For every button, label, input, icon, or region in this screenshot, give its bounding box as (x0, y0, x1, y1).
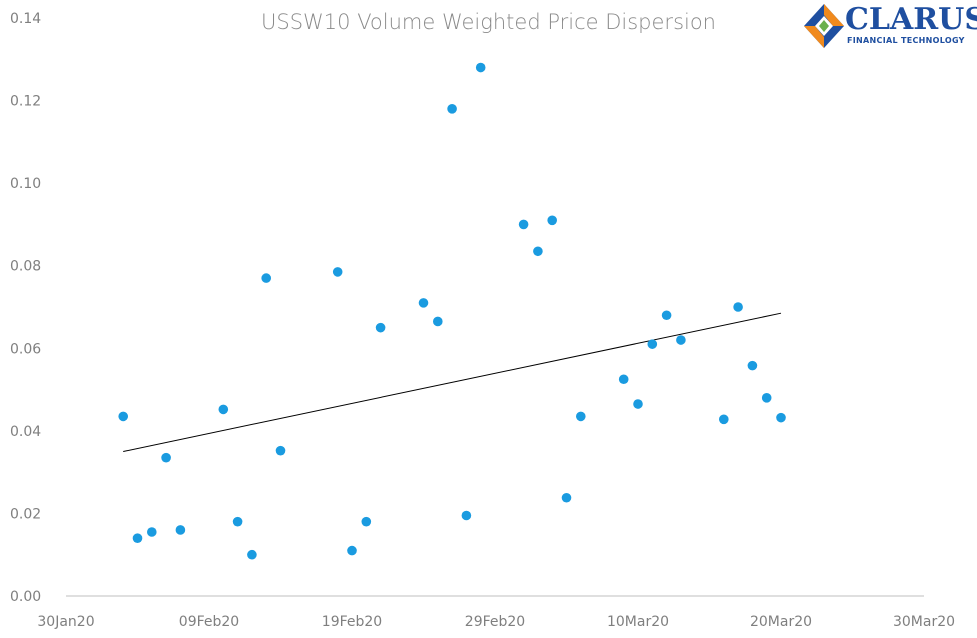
scatter-point (447, 104, 457, 114)
scatter-point (247, 549, 257, 560)
scatter-point (533, 246, 543, 257)
scatter-point (332, 267, 343, 277)
scatter-point (647, 339, 658, 349)
scatter-point (132, 533, 143, 543)
scatter-point (175, 525, 186, 535)
scatter-point (761, 393, 772, 403)
scatter-point (676, 335, 686, 345)
scatter-point (218, 404, 229, 415)
scatter-point (776, 412, 786, 423)
scatter-point (118, 411, 128, 422)
logo-tagline: FINANCIAL TECHNOLOGY (847, 36, 965, 45)
x-tick-label: 10Mar20 (607, 614, 669, 630)
x-tick-label: 30Mar20 (893, 614, 955, 630)
y-tick-label: 0.04 (10, 424, 41, 440)
scatter-point (518, 219, 529, 230)
trendline (123, 312, 782, 452)
x-tick-label: 09Feb20 (179, 614, 239, 630)
scatter-point (547, 215, 557, 226)
scatter-point (633, 399, 643, 409)
scatter-point (719, 414, 729, 425)
x-tick-label: 19Feb20 (322, 614, 382, 630)
scatter-point (561, 492, 572, 503)
data-points (118, 62, 786, 560)
y-tick-label: 0.10 (10, 176, 41, 192)
scatter-point (347, 545, 357, 556)
scatter-point (418, 298, 429, 308)
clarus-diamond-icon (804, 4, 844, 48)
y-tick-label: 0.14 (10, 11, 41, 27)
x-tick-label: 20Mar20 (750, 614, 812, 630)
scatter-point (461, 510, 472, 521)
scatter-point (161, 452, 171, 463)
y-tick-label: 0.12 (10, 94, 41, 110)
scatter-point (147, 527, 157, 537)
x-tick-label: 29Feb20 (465, 614, 525, 630)
scatter-point (361, 516, 372, 527)
scatter-point (618, 374, 629, 385)
y-tick-label: 0.00 (10, 589, 41, 605)
logo-wordmark: CLARUS (845, 2, 977, 37)
y-tick-label: 0.02 (10, 506, 41, 522)
scatter-point (733, 302, 743, 312)
scatter-point (275, 445, 286, 456)
x-tick-label: 30Jan20 (37, 614, 94, 630)
y-tick-label: 0.06 (10, 341, 41, 357)
x-axis-ticks: 30Jan20 09Feb20 19Feb20 29Feb20 10Mar20 20Mar… (37, 614, 955, 630)
scatter-point (661, 310, 672, 321)
scatter-point (375, 322, 386, 333)
scatter-point (576, 411, 586, 422)
scatter-point (232, 516, 243, 527)
y-axis-ticks: 0.00 0.02 0.04 0.06 0.08 0.10 0.12 0.14 (10, 11, 41, 605)
y-tick-label: 0.08 (10, 259, 41, 275)
clarus-logo: CLARUS FINANCIAL TECHNOLOGY (803, 3, 977, 49)
scatter-point (433, 316, 443, 327)
scatter-point (475, 62, 486, 73)
scatter-point (261, 273, 272, 283)
chart-title: USSW10 Volume Weighted Price Dispersion (261, 10, 716, 34)
scatter-point (747, 360, 758, 371)
